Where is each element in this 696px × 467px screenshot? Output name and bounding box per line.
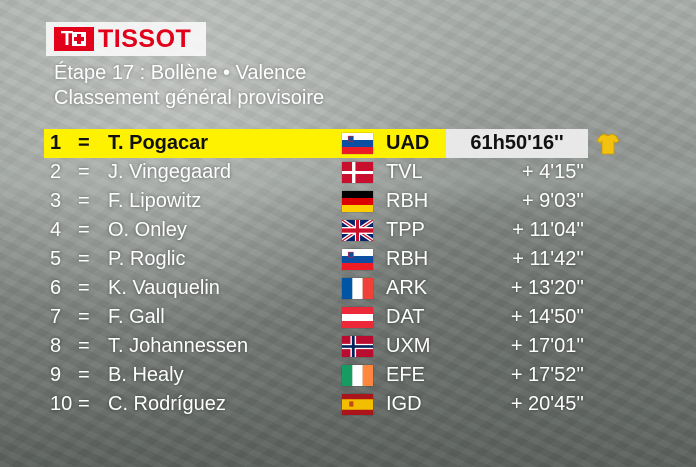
ireland-flag-icon [342,365,373,386]
germany-flag-icon [342,191,373,212]
standings-row: 3 = F. Lipowitz RBH + 9'03'' [44,187,624,216]
team-code: UAD [386,132,430,154]
leader-row: 1 = T. Pogacar UAD 61h50'16'' [44,129,620,158]
austria-flag-icon [342,307,373,328]
rider-name: T. Pogacar [108,132,209,154]
standings-row: 8 = T. Johannessen UXM + 17'01'' [44,332,624,361]
time-gap: + 4'15'' [521,161,584,183]
rider-name: K. Vauquelin [108,277,220,299]
rank: 1 [50,132,62,154]
position-change: = [78,335,90,357]
rider-name: F. Gall [108,306,165,328]
time-gap: + 11'42'' [512,248,584,270]
standings-table: 1 = T. Pogacar UAD 61h50'16'' 2 = J. Vingegaard… [44,129,624,419]
standings-row: 4 = O. Onley TPP + 11'04'' [44,216,624,245]
team-code: ARK [386,277,428,299]
position-change: = [78,190,90,212]
time-gap: + 13'20'' [510,277,584,299]
tissot-cross-icon: T [54,27,94,51]
rider-name: O. Onley [108,219,187,241]
position-change: = [78,306,90,328]
standings-row: 6 = K. Vauquelin ARK + 13'20'' [44,274,624,303]
position-change: = [78,132,90,154]
time-gap: + 14'50'' [510,306,584,328]
rider-name: C. Rodríguez [108,393,226,415]
time-gap: + 20'45'' [510,393,584,415]
time-gap: + 17'52'' [510,364,584,386]
rider-name: J. Vingegaard [108,161,232,183]
position-change: = [78,364,90,386]
team-code: RBH [386,248,429,270]
team-code: TVL [386,161,423,183]
rider-name: B. Healy [108,364,184,386]
standings-row: 10 = C. Rodríguez IGD + 20'45'' [44,390,624,419]
spain-flag-icon [342,394,373,415]
position-change: = [78,393,90,415]
united-kingdom-flag-icon [342,220,373,241]
france-flag-icon [342,278,373,299]
rider-name: T. Johannessen [108,335,249,357]
time-gap: + 11'04'' [512,219,584,241]
time-gap: + 9'03'' [521,190,584,212]
tissot-logo: T TISSOT [46,22,206,56]
standings-row: 7 = F. Gall DAT + 14'50'' [44,303,624,332]
position-change: = [78,161,90,183]
rank: 6 [50,277,62,299]
team-code: EFE [386,364,425,386]
position-change: = [78,277,90,299]
denmark-flag-icon [342,162,373,183]
standings-row: 5 = P. Roglic RBH + 11'42'' [44,245,624,274]
header: Étape 17 : Bollène • Valence Classement … [54,62,324,111]
rank: 4 [50,219,62,241]
tissot-wordmark: TISSOT [98,24,192,53]
classification-title: Classement général provisoire [54,87,325,109]
position-change: = [78,219,90,241]
norway-flag-icon [342,336,373,357]
team-code: IGD [386,393,422,415]
slovenia-flag-icon [342,133,373,154]
position-change: = [78,248,90,270]
rank: 5 [50,248,62,270]
leader-time: 61h50'16'' [446,129,588,158]
rank: 3 [50,190,62,212]
rank: 9 [50,364,62,386]
stage-title: Étape 17 : Bollène • Valence [54,62,307,84]
rider-name: F. Lipowitz [108,190,202,212]
team-code: TPP [386,219,425,241]
rank: 10 [50,393,73,415]
rank: 7 [50,306,62,328]
team-code: DAT [386,306,425,328]
slovenia-flag-icon [342,249,373,270]
standings-row: 2 = J. Vingegaard TVL + 4'15'' [44,158,624,187]
standings-row: 9 = B. Healy EFE + 17'52'' [44,361,624,390]
rank: 2 [50,161,62,183]
team-code: RBH [386,190,429,212]
rank: 8 [50,335,62,357]
yellow-jersey-icon [596,132,620,156]
team-code: UXM [386,335,431,357]
rider-name: P. Roglic [108,248,186,270]
time-gap: + 17'01'' [510,335,584,357]
